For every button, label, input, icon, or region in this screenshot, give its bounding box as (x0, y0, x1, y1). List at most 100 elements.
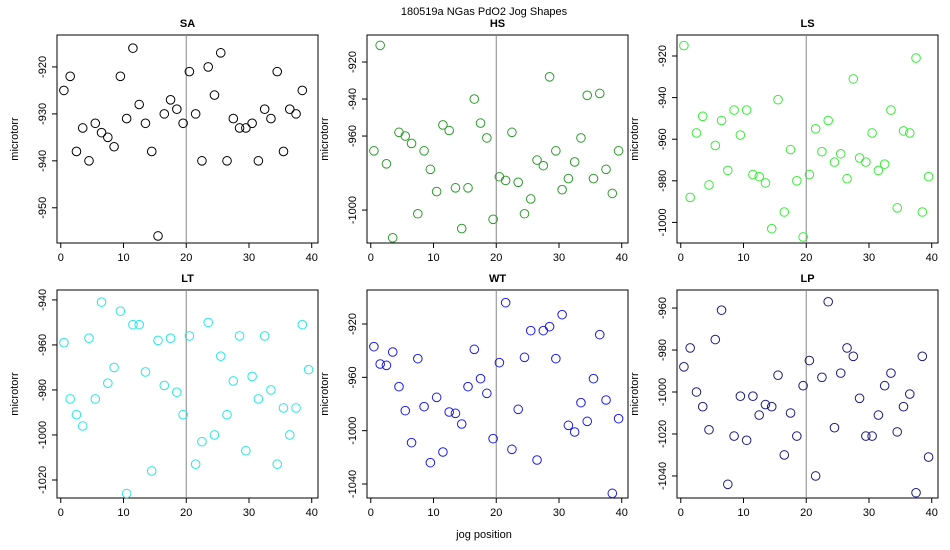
point (419, 146, 429, 156)
point (588, 173, 599, 184)
point (798, 232, 808, 242)
point (810, 471, 821, 481)
y-tick-label: -980 (657, 170, 669, 192)
point (71, 146, 82, 157)
point (234, 331, 245, 341)
point (381, 360, 392, 371)
point (557, 184, 567, 195)
x-tick-label: 30 (553, 507, 565, 519)
point (228, 113, 239, 124)
plot-frame (366, 34, 629, 244)
plot-frame (56, 34, 319, 244)
point (594, 329, 605, 340)
point (291, 403, 301, 413)
y-axis-label: microtorr (9, 372, 21, 416)
point (867, 431, 877, 441)
point (723, 479, 733, 490)
point (59, 337, 69, 348)
point (741, 435, 752, 446)
point (266, 113, 276, 124)
point (766, 223, 777, 234)
point (507, 127, 517, 138)
point (146, 146, 157, 157)
point (291, 109, 301, 119)
point (247, 118, 257, 129)
y-tick-label: -960 (347, 366, 359, 388)
y-tick-label: -920 (37, 56, 49, 78)
x-tick-label: 20 (800, 252, 812, 264)
point (716, 305, 727, 315)
point (760, 399, 771, 410)
point (607, 488, 618, 499)
point (469, 94, 480, 104)
point (754, 410, 764, 420)
y-tick-label: -920 (347, 313, 359, 335)
point (519, 208, 530, 219)
panel-title: HS (490, 18, 505, 30)
point (375, 40, 385, 51)
panel-title: LT (181, 273, 194, 285)
point (159, 380, 170, 391)
point (400, 131, 411, 141)
point (691, 128, 702, 138)
point (898, 401, 909, 412)
x-tick-label: 30 (863, 507, 875, 519)
point (685, 192, 695, 203)
point (284, 430, 295, 440)
point (879, 380, 890, 391)
y-tick-label: -930 (37, 103, 49, 125)
point (253, 394, 264, 404)
point (779, 207, 790, 217)
point (278, 146, 289, 157)
point (766, 401, 777, 412)
point (829, 157, 840, 167)
point (475, 373, 486, 384)
x-tick-label: 40 (926, 507, 938, 519)
point (532, 455, 542, 465)
point (303, 364, 314, 375)
point (369, 146, 379, 156)
point (525, 325, 536, 336)
point (438, 120, 448, 130)
point (848, 351, 859, 362)
point (90, 394, 101, 404)
point (792, 176, 802, 186)
point (272, 66, 283, 77)
point (861, 157, 871, 167)
point (519, 352, 530, 363)
point (247, 371, 257, 382)
y-tick-label: -960 (37, 334, 49, 356)
point (241, 123, 251, 133)
point (685, 343, 695, 353)
point (431, 392, 442, 403)
y-tick-label: -920 (347, 51, 359, 73)
y-tick-label: -940 (347, 88, 359, 110)
point (394, 381, 404, 392)
x-tick-label: 10 (117, 252, 129, 264)
point (184, 66, 195, 77)
y-tick-label: -940 (37, 150, 49, 172)
x-tick-label: 20 (800, 507, 812, 519)
point (785, 408, 796, 418)
point (184, 331, 195, 341)
y-tick-label: -1040 (657, 462, 669, 490)
x-tick-label: 0 (58, 507, 64, 519)
point (172, 104, 182, 114)
point (475, 118, 486, 128)
point (704, 180, 714, 190)
point (77, 123, 88, 133)
point (810, 124, 821, 134)
point (823, 296, 834, 307)
point (444, 407, 454, 417)
point (513, 404, 524, 415)
point (525, 194, 536, 204)
x-tick-label: 20 (180, 507, 192, 519)
plot-frame (56, 289, 319, 499)
point (381, 158, 392, 169)
point (898, 126, 909, 136)
point (197, 156, 207, 166)
y-tick-label: -940 (37, 289, 49, 311)
point (456, 419, 467, 429)
y-tick-label: -950 (37, 197, 49, 219)
point (886, 368, 896, 378)
